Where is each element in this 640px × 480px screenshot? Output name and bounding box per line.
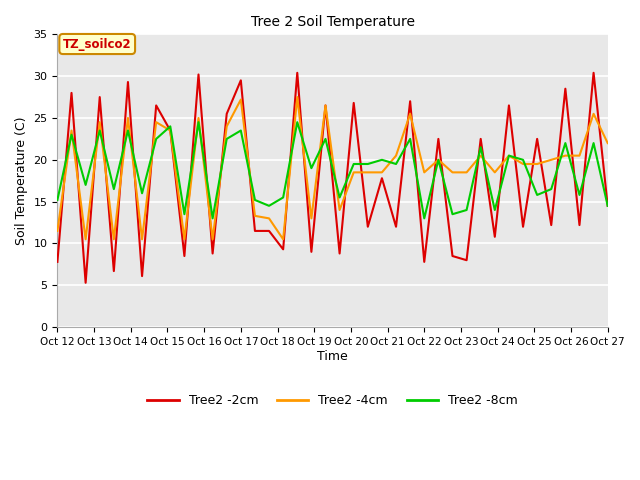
- Y-axis label: Soil Temperature (C): Soil Temperature (C): [15, 117, 28, 245]
- X-axis label: Time: Time: [317, 349, 348, 362]
- Legend: Tree2 -2cm, Tree2 -4cm, Tree2 -8cm: Tree2 -2cm, Tree2 -4cm, Tree2 -8cm: [143, 389, 523, 412]
- Title: Tree 2 Soil Temperature: Tree 2 Soil Temperature: [250, 15, 415, 29]
- Text: TZ_soilco2: TZ_soilco2: [63, 37, 132, 50]
